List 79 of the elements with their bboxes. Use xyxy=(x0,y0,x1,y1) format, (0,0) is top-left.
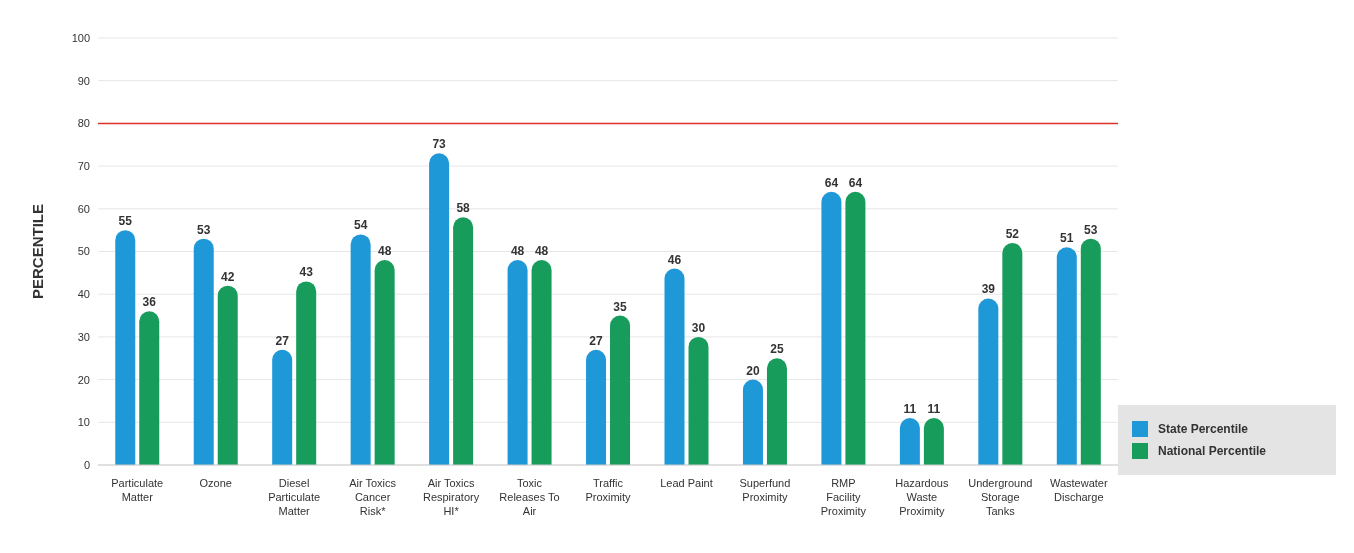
x-tick-label: Underground Storage Tanks xyxy=(968,477,1033,517)
bar xyxy=(923,418,944,465)
data-label: 35 xyxy=(613,299,628,314)
data-label: 48 xyxy=(510,244,525,259)
y-axis-title: PERCENTILE xyxy=(29,203,47,300)
y-tick-label: 0 xyxy=(83,458,90,471)
legend-label: State Percentile xyxy=(1157,421,1250,437)
data-label: 58 xyxy=(456,201,471,216)
bar xyxy=(845,191,866,465)
data-label: 48 xyxy=(377,244,392,259)
bar xyxy=(766,358,787,465)
y-tick-label: 10 xyxy=(77,416,90,429)
bar xyxy=(821,191,842,465)
data-label: 39 xyxy=(981,282,996,297)
y-tick-label: 90 xyxy=(77,74,90,87)
bar xyxy=(742,379,763,465)
data-label: 25 xyxy=(770,342,784,357)
x-tick-label: Ozone xyxy=(199,477,232,489)
x-tick-label: Air Toxics Cancer Risk* xyxy=(349,477,397,517)
data-label: 11 xyxy=(927,402,941,417)
y-tick-label: 80 xyxy=(77,117,90,130)
bar xyxy=(193,238,214,465)
bar xyxy=(350,234,371,465)
bar xyxy=(296,281,317,465)
x-tick-label: RMP Facility Proximity xyxy=(820,477,867,517)
x-tick-label: Traffic Proximity xyxy=(585,477,632,503)
data-label: 36 xyxy=(142,295,157,310)
x-tick-label: Toxic Releases To Air xyxy=(499,477,560,517)
bar xyxy=(272,349,293,465)
data-label: 11 xyxy=(903,402,917,417)
bar xyxy=(1080,238,1101,465)
bar xyxy=(429,153,450,465)
bar xyxy=(1056,247,1077,465)
x-tick-label: Wastewater Discharge xyxy=(1049,477,1108,503)
y-tick-label: 50 xyxy=(77,245,90,258)
data-label: 27 xyxy=(589,333,604,348)
data-label: 53 xyxy=(1084,222,1098,237)
x-tick-label: Diesel Particulate Matter xyxy=(268,477,321,517)
data-label: 42 xyxy=(221,269,235,284)
data-label: 52 xyxy=(1005,226,1020,241)
bar xyxy=(374,260,395,465)
bar xyxy=(586,349,607,465)
data-label: 46 xyxy=(667,252,682,267)
legend-label: National Percentile xyxy=(1157,443,1268,459)
data-label: 54 xyxy=(353,218,368,233)
data-label: 20 xyxy=(746,363,760,378)
bar xyxy=(1002,242,1023,465)
bar xyxy=(115,230,136,465)
x-tick-label: Superfund Proximity xyxy=(739,477,791,503)
data-label: 64 xyxy=(824,175,839,190)
bar xyxy=(139,311,160,465)
bar xyxy=(688,336,709,465)
y-tick-label: 100 xyxy=(71,31,90,44)
data-label: 27 xyxy=(275,333,290,348)
y-tick-label: 70 xyxy=(77,160,90,173)
x-tick-label: Lead Paint xyxy=(660,477,713,489)
data-label: 64 xyxy=(848,175,863,190)
data-label: 43 xyxy=(299,265,314,280)
data-label: 48 xyxy=(534,244,549,259)
data-label: 73 xyxy=(432,137,447,152)
data-label: 51 xyxy=(1060,231,1074,246)
bar xyxy=(664,268,685,465)
bar xyxy=(978,298,999,465)
y-tick-label: 60 xyxy=(77,202,90,215)
data-label: 53 xyxy=(197,222,211,237)
bar xyxy=(610,315,631,465)
bar xyxy=(507,260,528,465)
bar xyxy=(453,217,474,465)
y-tick-label: 20 xyxy=(77,373,90,386)
x-tick-label: Particulate Matter xyxy=(111,477,164,503)
data-label: 55 xyxy=(118,214,133,229)
bar xyxy=(531,260,552,465)
x-tick-label: Air Toxics Respiratory HI* xyxy=(422,477,480,517)
y-tick-label: 30 xyxy=(77,330,90,343)
bar xyxy=(899,418,920,465)
x-tick-label: Hazardous Waste Proximity xyxy=(895,477,949,517)
data-label: 30 xyxy=(691,320,706,335)
bar xyxy=(217,285,238,465)
y-tick-label: 40 xyxy=(77,288,90,301)
